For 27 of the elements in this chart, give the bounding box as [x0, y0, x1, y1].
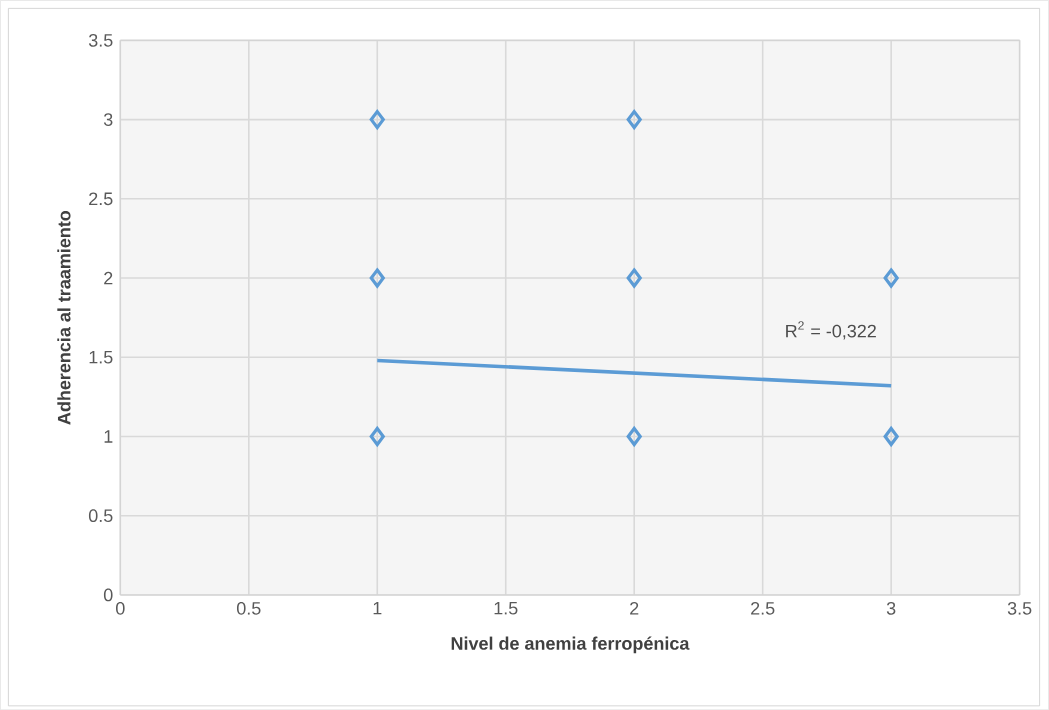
point	[369, 268, 385, 288]
y-tick-label: 1.5	[89, 350, 113, 364]
annotation: R$^{2}$ = -0,322	[786, 321, 876, 340]
y-tick-label: 3.5	[88, 33, 113, 47]
y-tick-label: 0.5	[88, 509, 113, 522]
y-tick-label: 1	[104, 430, 113, 443]
point	[626, 426, 642, 446]
x-tick-label: 3	[886, 601, 896, 615]
x-tick-label: 1	[373, 601, 382, 615]
point	[883, 426, 899, 446]
y-tick-label: 2	[104, 271, 113, 285]
x-tick-label: 1.5	[494, 601, 518, 615]
x-tick-label: 2	[630, 601, 639, 615]
y-tick-label: 0	[103, 588, 113, 602]
y-axis-title: Adherencia al traamiento	[57, 210, 71, 425]
point	[369, 109, 385, 130]
point	[369, 426, 385, 446]
y-tick-label: 3	[103, 113, 113, 126]
point	[626, 109, 642, 130]
x-tick-label: 0.5	[236, 601, 261, 615]
point	[883, 268, 899, 288]
y-tick-label: 2.5	[89, 192, 113, 206]
x-tick-label: 3.5	[1007, 601, 1032, 615]
point	[626, 268, 642, 288]
x-axis-title: Nivel de anemia ferropénica	[451, 636, 690, 654]
x-tick-label: 2.5	[751, 601, 775, 615]
x-tick-label: 0	[116, 601, 125, 615]
